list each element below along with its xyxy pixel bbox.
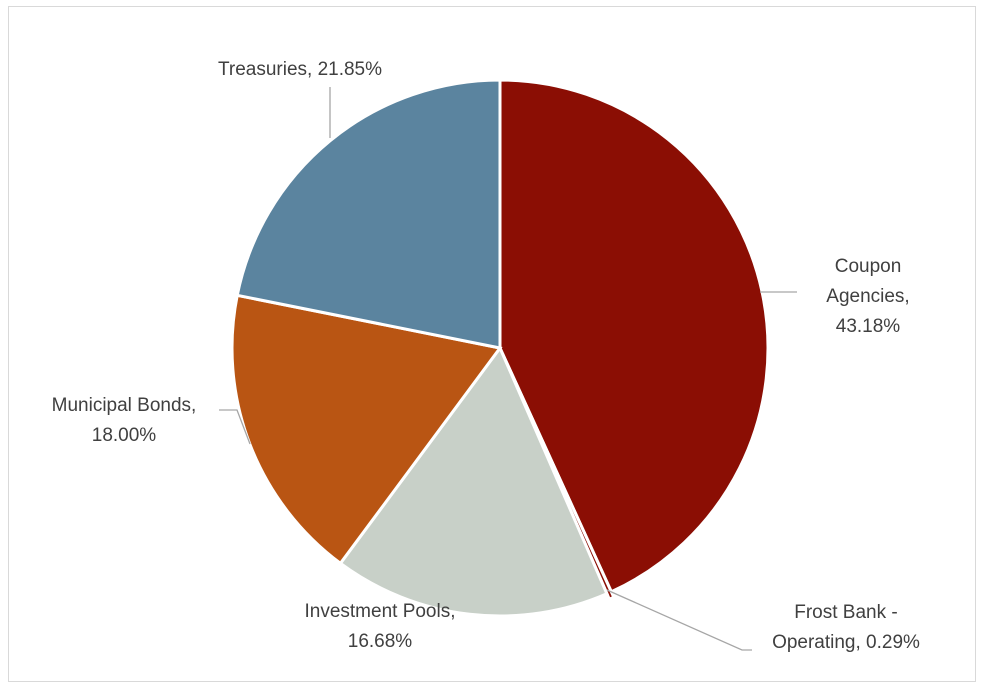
data-label-coupon-agencies: Coupon Agencies, 43.18% (826, 256, 909, 337)
data-label-municipal-bonds: Municipal Bonds, 18.00% (52, 395, 197, 446)
leader-line-municipal-bonds (219, 409, 251, 445)
pie-slice-investment-pools (338, 345, 609, 618)
pie-slice-municipal-bonds (230, 293, 503, 566)
leader-line-frost-bank-operating (606, 589, 752, 651)
data-label-frost-bank-operating: Frost Bank -Operating, 0.29% (772, 602, 920, 653)
pie-slice-coupon-agencies (498, 78, 770, 594)
data-label-treasuries: Treasuries, 21.85% (218, 59, 382, 80)
pie-slice-treasuries (235, 78, 502, 350)
data-label-investment-pools: Investment Pools, 16.68% (304, 601, 455, 652)
